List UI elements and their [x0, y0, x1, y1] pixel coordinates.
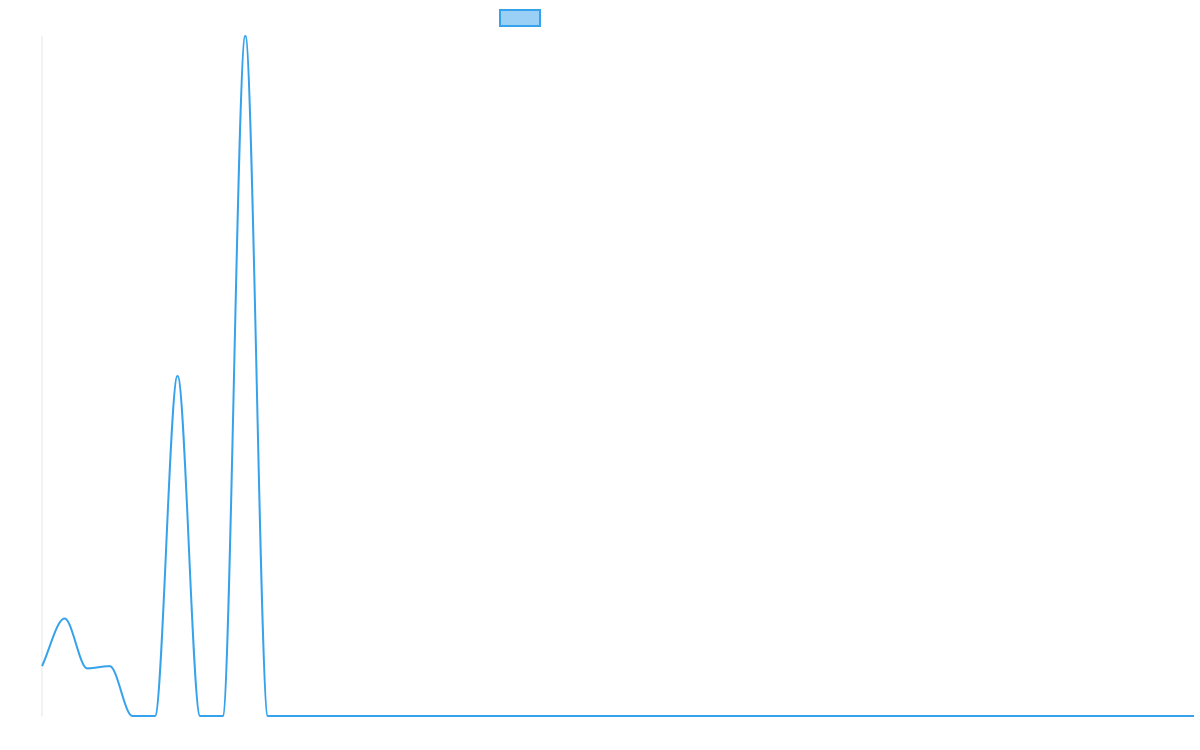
data-point[interactable]	[242, 33, 248, 39]
data-point[interactable]	[943, 713, 949, 719]
data-point[interactable]	[62, 616, 68, 622]
data-point[interactable]	[581, 713, 587, 719]
data-point[interactable]	[807, 713, 813, 719]
data-point[interactable]	[129, 713, 135, 719]
data-point[interactable]	[739, 713, 745, 719]
data-point[interactable]	[671, 713, 677, 719]
data-point[interactable]	[1168, 713, 1174, 719]
data-point[interactable]	[626, 713, 632, 719]
data-point[interactable]	[333, 713, 339, 719]
data-point[interactable]	[852, 713, 858, 719]
data-point[interactable]	[1123, 713, 1129, 719]
data-point[interactable]	[152, 713, 158, 719]
data-point[interactable]	[649, 713, 655, 719]
data-point[interactable]	[287, 713, 293, 719]
data-point[interactable]	[220, 713, 226, 719]
series-line	[41, 34, 1194, 717]
data-point[interactable]	[717, 713, 723, 719]
data-point[interactable]	[1146, 713, 1152, 719]
data-point[interactable]	[1033, 713, 1039, 719]
data-point[interactable]	[513, 713, 519, 719]
data-point[interactable]	[175, 373, 181, 379]
data-point[interactable]	[536, 713, 542, 719]
data-point[interactable]	[694, 713, 700, 719]
data-point[interactable]	[762, 713, 768, 719]
data-point[interactable]	[423, 713, 429, 719]
data-point[interactable]	[310, 713, 316, 719]
data-point[interactable]	[988, 713, 994, 719]
data-point[interactable]	[1010, 713, 1016, 719]
data-point[interactable]	[875, 713, 881, 719]
data-point[interactable]	[1101, 713, 1107, 719]
data-point[interactable]	[965, 713, 971, 719]
series-layer	[39, 33, 1197, 719]
data-point[interactable]	[400, 713, 406, 719]
data-point[interactable]	[559, 713, 565, 719]
data-point[interactable]	[265, 713, 271, 719]
data-point[interactable]	[1055, 713, 1061, 719]
legend-swatch[interactable]	[499, 9, 541, 27]
data-point[interactable]	[107, 663, 113, 669]
data-point[interactable]	[1078, 713, 1084, 719]
data-point[interactable]	[468, 713, 474, 719]
data-point[interactable]	[1191, 713, 1197, 719]
data-point[interactable]	[84, 665, 90, 671]
data-point[interactable]	[920, 713, 926, 719]
legend[interactable]	[499, 9, 541, 27]
data-point[interactable]	[830, 713, 836, 719]
data-point[interactable]	[784, 713, 790, 719]
data-point[interactable]	[897, 713, 903, 719]
data-point[interactable]	[197, 713, 203, 719]
data-point[interactable]	[446, 713, 452, 719]
data-point[interactable]	[378, 713, 384, 719]
data-point[interactable]	[39, 663, 45, 669]
data-point[interactable]	[355, 713, 361, 719]
data-point[interactable]	[604, 713, 610, 719]
data-point[interactable]	[491, 713, 497, 719]
